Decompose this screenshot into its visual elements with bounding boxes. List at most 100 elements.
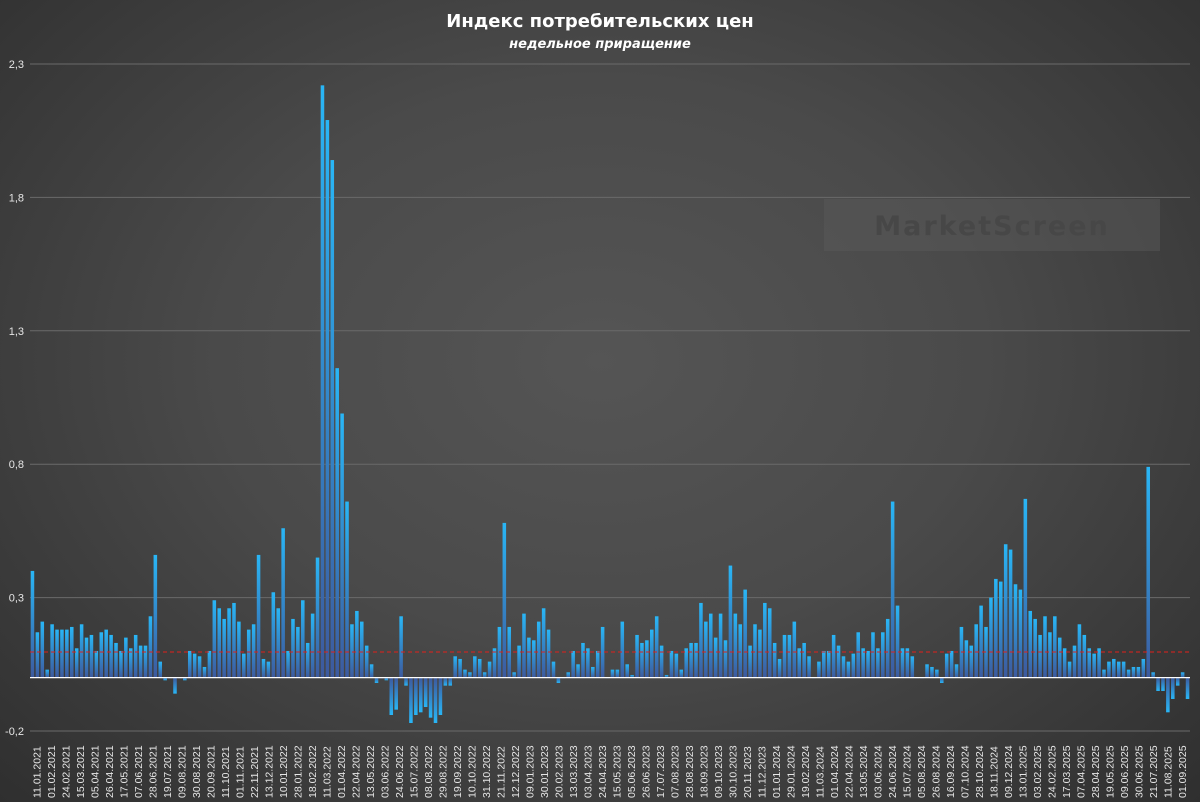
bar bbox=[232, 602, 236, 678]
bar bbox=[1161, 677, 1165, 691]
bar bbox=[453, 656, 457, 678]
bar bbox=[1023, 498, 1028, 678]
bar bbox=[704, 621, 708, 678]
bar bbox=[797, 648, 802, 678]
bar bbox=[1087, 648, 1092, 678]
x-tick-label: 30.10.2023 bbox=[727, 745, 739, 798]
x-tick-label: 11.03.2022 bbox=[321, 746, 333, 798]
bar bbox=[625, 664, 629, 678]
x-tick-label: 30.08.2021 bbox=[191, 745, 203, 798]
x-tick-label: 26.04.2021 bbox=[104, 745, 116, 798]
bar bbox=[645, 640, 649, 678]
bar bbox=[55, 629, 59, 678]
bar bbox=[340, 413, 344, 678]
x-tick-label: 07.04.2025 bbox=[1075, 745, 1087, 798]
x-tick-label: 29.08.2022 bbox=[437, 745, 449, 798]
x-tick-label: 10.01.2022 bbox=[278, 745, 290, 798]
bar bbox=[242, 653, 246, 678]
bar bbox=[114, 642, 118, 678]
x-tick-label: 30.01.2023 bbox=[539, 745, 551, 798]
watermark-box bbox=[824, 199, 1160, 251]
bar bbox=[541, 608, 546, 678]
x-tick-label: 29.01.2024 bbox=[785, 745, 797, 798]
bar bbox=[974, 624, 978, 678]
x-tick-label: 28.04.2025 bbox=[1090, 745, 1102, 798]
bar bbox=[600, 626, 605, 678]
bar bbox=[1116, 661, 1121, 678]
bar bbox=[787, 634, 792, 678]
bar bbox=[409, 677, 413, 723]
bar bbox=[197, 656, 202, 678]
bar bbox=[286, 650, 290, 678]
bar bbox=[163, 677, 167, 681]
bar bbox=[217, 608, 222, 678]
bar bbox=[954, 664, 959, 678]
bar bbox=[271, 592, 276, 678]
x-tick-label: 07.08.2023 bbox=[669, 745, 681, 798]
bar bbox=[841, 656, 846, 678]
bar bbox=[458, 658, 462, 678]
bar bbox=[890, 501, 895, 678]
bar bbox=[222, 618, 226, 678]
x-tick-label: 13.03.2023 bbox=[568, 745, 580, 798]
bar bbox=[900, 648, 905, 678]
bar bbox=[512, 672, 516, 678]
bar bbox=[581, 642, 585, 678]
x-tick-label: 22.04.2024 bbox=[843, 745, 855, 798]
bar bbox=[885, 618, 890, 678]
y-tick-label: 2,3 bbox=[9, 59, 24, 71]
bar bbox=[679, 669, 684, 678]
bar bbox=[261, 658, 266, 678]
bar bbox=[384, 677, 389, 681]
x-tick-label: 28.08.2023 bbox=[684, 745, 696, 798]
bar bbox=[1033, 618, 1037, 678]
bar bbox=[192, 653, 197, 678]
bar bbox=[566, 672, 570, 678]
x-tick-label: 01.04.2022 bbox=[336, 745, 348, 798]
bar bbox=[35, 632, 40, 678]
bar bbox=[369, 664, 374, 678]
bar bbox=[630, 674, 634, 678]
x-tick-label: 19.07.2021 bbox=[162, 745, 174, 798]
bar bbox=[320, 85, 325, 678]
bar bbox=[1062, 648, 1067, 678]
bar bbox=[905, 648, 910, 678]
watermark: MarketScreen bbox=[824, 199, 1160, 251]
x-tick-label: 20.11.2023 bbox=[742, 746, 754, 798]
bar bbox=[399, 616, 403, 678]
x-tick-label: 28.01.2022 bbox=[292, 745, 304, 798]
bar bbox=[546, 629, 551, 678]
bar bbox=[94, 650, 99, 678]
x-tick-label: 07.06.2021 bbox=[133, 745, 145, 798]
chart-subtitle: недельное приращение bbox=[509, 37, 691, 52]
bar bbox=[364, 645, 369, 678]
bar bbox=[433, 677, 438, 723]
bar bbox=[394, 677, 398, 710]
bar bbox=[826, 650, 831, 678]
x-tick-label: 08.08.2022 bbox=[423, 745, 435, 798]
bar bbox=[517, 645, 521, 678]
bar bbox=[1146, 466, 1150, 678]
x-tick-label: 13.12.2021 bbox=[263, 745, 275, 798]
bar bbox=[74, 648, 79, 678]
bar bbox=[689, 642, 693, 678]
bar bbox=[227, 608, 231, 678]
bar bbox=[910, 656, 915, 678]
bar bbox=[871, 632, 875, 678]
x-tick-label: 09.06.2025 bbox=[1119, 745, 1131, 798]
bar bbox=[772, 642, 777, 678]
bar bbox=[1072, 645, 1077, 678]
x-tick-label: 01.09.2025 bbox=[1177, 745, 1189, 798]
bar bbox=[315, 557, 320, 678]
bar bbox=[40, 621, 45, 678]
bar bbox=[473, 656, 477, 678]
bar bbox=[767, 608, 772, 678]
x-tick-label: 15.07.2024 bbox=[901, 745, 913, 798]
x-tick-label: 11.01.2021 bbox=[31, 746, 43, 798]
bar bbox=[1175, 677, 1180, 686]
y-tick-label: 1,3 bbox=[9, 326, 24, 338]
x-tick-label: 24.04.2023 bbox=[597, 745, 609, 798]
bar bbox=[335, 368, 339, 678]
bar bbox=[325, 120, 330, 678]
bar bbox=[1102, 669, 1106, 678]
